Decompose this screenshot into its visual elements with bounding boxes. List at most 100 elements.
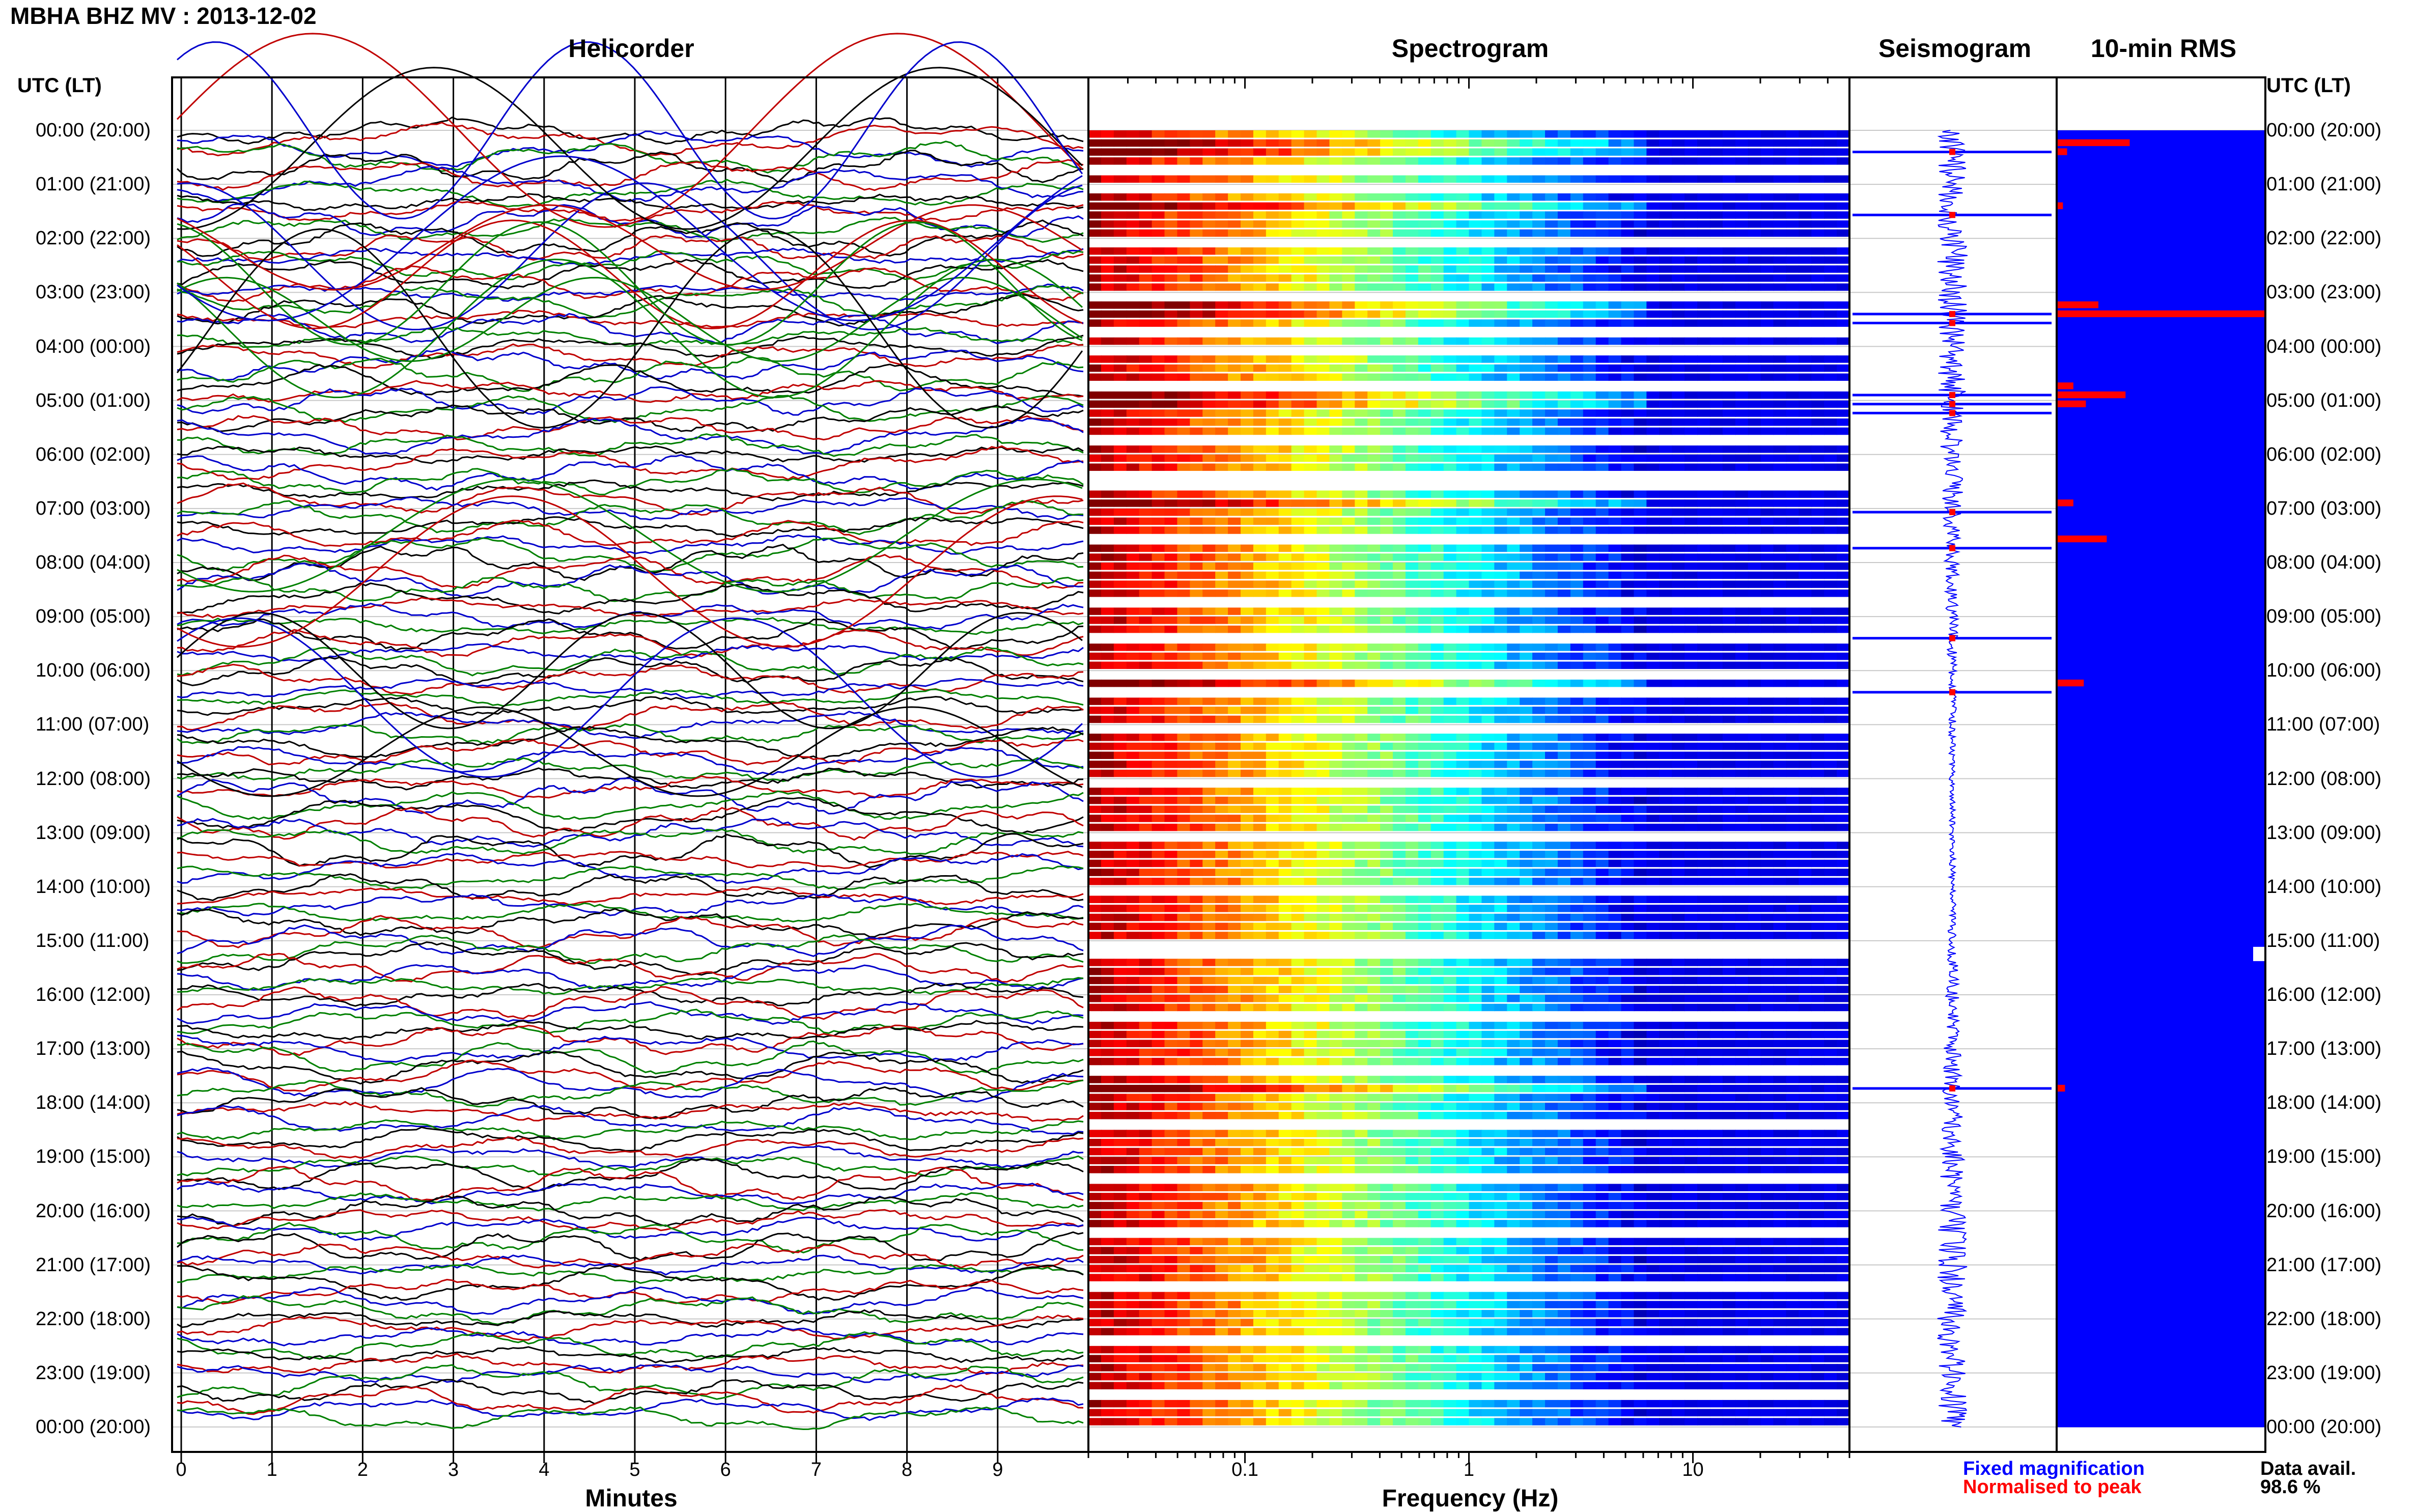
spectrogram-cell	[1621, 923, 1635, 931]
spectrogram-row	[1088, 274, 1850, 282]
spectrogram-cell	[1292, 1058, 1305, 1066]
spectrogram-cell	[1824, 932, 1837, 939]
spectrogram-cell	[1444, 1004, 1457, 1012]
spectrogram-cell	[1215, 265, 1228, 273]
spectrogram-cell	[1355, 391, 1368, 399]
spectrogram-cell	[1190, 643, 1203, 651]
spectrogram-cell	[1837, 815, 1850, 822]
spectrogram-cell	[1786, 391, 1799, 399]
spectrogram-cell	[1380, 914, 1393, 921]
spectrogram-cell	[1545, 977, 1558, 985]
spectrogram-cell	[1292, 545, 1305, 552]
spectrogram-cell	[1088, 401, 1102, 408]
spectrogram-cell	[1735, 680, 1749, 687]
spectrogram-cell	[1837, 1022, 1850, 1029]
spectrogram-cell	[1520, 374, 1533, 381]
spectrogram-cell	[1824, 743, 1837, 750]
spectrogram-cell	[1215, 409, 1228, 417]
spectrogram-cell	[1532, 923, 1546, 931]
spectrogram-cell	[1786, 374, 1799, 381]
spectrogram-cell	[1139, 734, 1153, 741]
spectrogram-cell	[1672, 374, 1685, 381]
spectrogram-cell	[1114, 526, 1127, 534]
spectrogram-cell	[1799, 1049, 1812, 1056]
spectrogram-cell	[1532, 815, 1546, 822]
spectrogram-cell	[1583, 959, 1596, 966]
spectrogram-cell	[1127, 211, 1140, 219]
spectrogram-cell	[1710, 247, 1723, 255]
spectrogram-cell	[1596, 986, 1609, 993]
spectrogram-cell	[1570, 563, 1584, 570]
spectrogram-cell	[1190, 355, 1203, 363]
spectrogram-cell	[1393, 815, 1406, 822]
spectrogram-cell	[1329, 572, 1342, 579]
spectrogram-cell	[1494, 311, 1507, 318]
spectrogram-cell	[1431, 319, 1444, 327]
spectrogram-cell	[1659, 545, 1672, 552]
spectrogram-cell	[1545, 463, 1558, 471]
spectrogram-cell	[1317, 148, 1330, 156]
spectrogram-cell	[1507, 365, 1520, 372]
spectrogram-cell	[1127, 374, 1140, 381]
spectrogram-cell	[1101, 1004, 1114, 1012]
spectrogram-cell	[1456, 1040, 1470, 1047]
spectrogram-cell	[1735, 761, 1749, 768]
spectrogram-cell	[1101, 445, 1114, 453]
spectrogram-cell	[1545, 959, 1558, 966]
spectrogram-cell	[1431, 139, 1444, 147]
spectrogram-cell	[1735, 590, 1749, 597]
spectrogram-cell	[1127, 617, 1140, 624]
spectrogram-cell	[1646, 580, 1660, 588]
spectrogram-cell	[1114, 301, 1127, 309]
spectrogram-cell	[1621, 274, 1635, 282]
spectrogram-cell	[1088, 923, 1102, 931]
spectrogram-cell	[1659, 572, 1672, 579]
spectrogram-cell	[1456, 374, 1470, 381]
spectrogram-cell	[1088, 707, 1102, 714]
spectrogram-cell	[1735, 626, 1749, 633]
spectrogram-cell	[1228, 445, 1241, 453]
spectrogram-cell	[1659, 338, 1672, 345]
spectrogram-cell	[1444, 895, 1457, 903]
spectrogram-cell	[1621, 211, 1635, 219]
spectrogram-cell	[1241, 491, 1254, 498]
spectrogram-cell	[1088, 220, 1102, 228]
spectrogram-cell	[1697, 211, 1710, 219]
spectrogram-cell	[1127, 518, 1140, 525]
spectrogram-cell	[1190, 932, 1203, 939]
spectrogram-cell	[1190, 139, 1203, 147]
spectrogram-cell	[1545, 797, 1558, 804]
spectrogram-cell	[1127, 959, 1140, 966]
spectrogram-cell	[1317, 491, 1330, 498]
spectrogram-cell	[1165, 401, 1178, 408]
spectrogram-cell	[1634, 697, 1647, 705]
spectrogram-cell	[1558, 959, 1571, 966]
spectrogram-cell	[1494, 697, 1507, 705]
spectrogram-cell	[1253, 824, 1267, 831]
spectrogram-cell	[1431, 734, 1444, 741]
spectrogram-cell	[1634, 401, 1647, 408]
spectrogram-cell	[1266, 139, 1279, 147]
spectrogram-cell	[1545, 607, 1558, 615]
spectrogram-cell	[1190, 1022, 1203, 1029]
spectrogram-cell	[1469, 806, 1482, 814]
spectrogram-cell	[1165, 455, 1178, 462]
spectrogram-cell	[1697, 895, 1710, 903]
spectrogram-cell	[1253, 1049, 1267, 1056]
spectrogram-row	[1088, 590, 1850, 597]
spectrogram-cell	[1710, 220, 1723, 228]
spectrogram-cell	[1431, 580, 1444, 588]
spectrogram-cell	[1583, 311, 1596, 318]
spectrogram-cell	[1469, 751, 1482, 759]
spectrogram-cell	[1558, 797, 1571, 804]
spectrogram-cell	[1329, 265, 1342, 273]
spectrogram-cell	[1101, 580, 1114, 588]
spectrogram-cell	[1481, 770, 1495, 777]
spectrogram-cell	[1685, 374, 1698, 381]
spectrogram-cell	[1799, 959, 1812, 966]
spectrogram-cell	[1507, 553, 1520, 561]
spectrogram-row	[1088, 680, 1850, 687]
spectrogram-row	[1088, 743, 1850, 750]
spectrogram-cell	[1190, 301, 1203, 309]
spectrogram-cell	[1139, 553, 1153, 561]
